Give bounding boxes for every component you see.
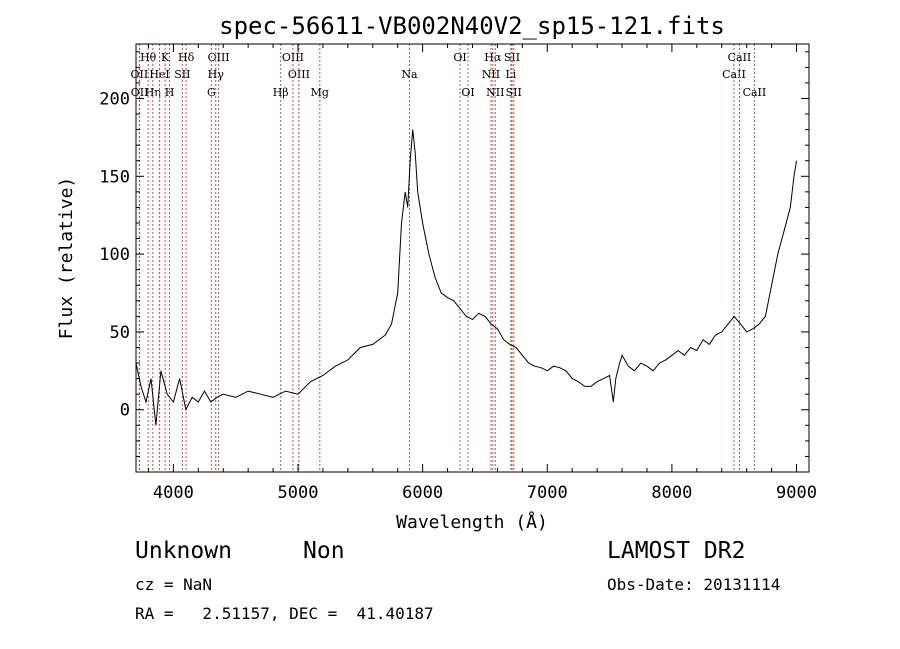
y-tick-label: 200 (99, 89, 130, 109)
spectrum-series (135, 129, 797, 426)
line-marker-label: OIII (288, 68, 310, 81)
x-tick-label: 6000 (402, 483, 443, 503)
x-tick-label: 5000 (278, 483, 319, 503)
line-marker-label: OIII (208, 51, 230, 64)
y-tick-label: 0 (120, 401, 130, 421)
line-marker-label: OIII (282, 51, 304, 64)
line-marker-label: Na (401, 68, 418, 81)
line-marker-label: Hα (484, 51, 502, 64)
line-marker-label: SII (506, 86, 522, 99)
survey-name: LAMOST DR2 (607, 538, 746, 564)
line-marker-label: CaII (722, 68, 746, 81)
line-marker-label: Hγ (208, 68, 225, 81)
line-marker-label: OI (453, 51, 466, 64)
line-marker-label: Li (505, 68, 516, 81)
line-marker-label: NII (482, 68, 500, 81)
x-tick-label: 7000 (527, 483, 568, 503)
spectrum-line (135, 129, 797, 426)
line-marker-label: OI (461, 86, 474, 99)
redshift-cz: cz = NaN (135, 575, 213, 594)
line-marker-label: OII (131, 86, 149, 99)
line-marker-label: NII (486, 86, 504, 99)
line-marker-label: K (161, 51, 170, 64)
line-marker-label: OII (131, 68, 149, 81)
line-marker-label: Hθ (140, 51, 157, 64)
line-marker-label: Hβ (273, 86, 289, 99)
y-axis-label: Flux (relative) (56, 177, 77, 340)
observation-date: Obs-Date: 20131114 (607, 575, 781, 594)
line-marker-label: G (207, 86, 216, 99)
line-marker-label: H (165, 86, 175, 99)
line-marker-label: Hδ (178, 51, 195, 64)
chart-title: spec-56611-VB002N40V2_sp15-121.fits (219, 12, 725, 40)
y-tick-label: 100 (99, 245, 130, 265)
plot-frame (135, 43, 810, 473)
line-marker-label: Hη (145, 86, 161, 99)
x-tick-label: 4000 (153, 483, 194, 503)
line-marker-label: SII (174, 68, 190, 81)
x-tick-label: 9000 (776, 483, 817, 503)
ra-dec-coordinates: RA = 2.51157, DEC = 41.40187 (135, 604, 434, 623)
line-marker-label: CaII (728, 51, 752, 64)
y-tick-label: 150 (99, 167, 130, 187)
object-subclass: Non (303, 538, 345, 564)
object-class: Unknown (135, 538, 232, 564)
line-marker-label: SII (504, 51, 520, 64)
x-axis-ticks: 4000 5000 6000 7000 8000 9000 (147, 44, 817, 503)
line-marker-label: CaII (743, 86, 767, 99)
y-axis-ticks: 0 50 100 150 200 (99, 51, 809, 473)
y-tick-label: 50 (110, 323, 130, 343)
line-marker-label: Mg (311, 86, 329, 99)
x-axis-label: Wavelength (Å) (396, 511, 548, 533)
line-marker-label: HeI (149, 68, 169, 81)
x-tick-label: 8000 (651, 483, 692, 503)
